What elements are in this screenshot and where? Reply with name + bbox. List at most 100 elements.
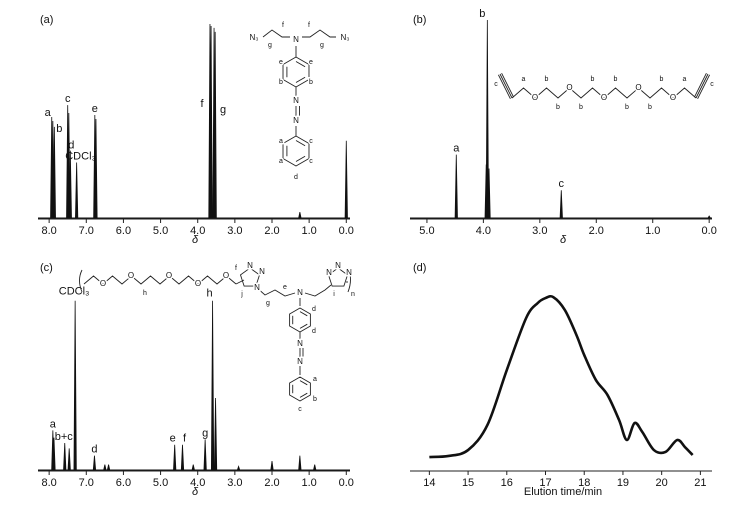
structure-label: i (333, 291, 335, 298)
peak (707, 215, 711, 219)
peak (270, 460, 274, 471)
peak (485, 19, 489, 219)
x-tick-label: 3.0 (227, 477, 242, 489)
peak (454, 154, 458, 219)
x-tick-label: 20 (656, 477, 668, 489)
x-tick-label: 7.0 (79, 225, 94, 237)
structure-label: O (566, 83, 572, 92)
gpc-trace (429, 294, 694, 459)
peak-label: f (200, 98, 204, 110)
peak-label: b (56, 123, 62, 135)
peak (559, 190, 563, 219)
peak-label: CDCl₃ (65, 150, 96, 162)
peak-label: h (207, 288, 213, 300)
peak (298, 455, 302, 471)
x-tick-label: 1.0 (301, 225, 316, 237)
peak (63, 442, 67, 471)
structure-label: b (313, 396, 317, 403)
bond (695, 73, 709, 99)
structure-label: c (494, 81, 498, 88)
bond (499, 73, 513, 99)
bond (302, 29, 336, 38)
structure-label: b (556, 104, 560, 111)
peak (313, 464, 317, 471)
structure-label: j (240, 291, 243, 298)
x-tick-label: 2.0 (264, 225, 279, 237)
structure-label: N (297, 357, 303, 366)
peak-label: g (202, 427, 208, 439)
structure-label: d (312, 328, 316, 335)
structure-label: N (346, 268, 352, 277)
x-tick-label: 19 (617, 477, 629, 489)
structure-label: b (591, 76, 595, 83)
structure-label: n (351, 291, 355, 298)
x-axis-title: δ (192, 234, 199, 246)
panel-label: (c) (40, 262, 53, 274)
peak (210, 300, 215, 471)
peak-label: a (45, 107, 52, 119)
panel-label: (a) (40, 14, 53, 26)
structure-label: N (259, 267, 265, 276)
bond (299, 311, 308, 317)
structure-label: a (279, 158, 283, 165)
x-tick-label: 3.0 (532, 225, 547, 237)
peak-label: a (50, 418, 57, 430)
peak (68, 150, 72, 219)
x-tick-label: 1.0 (645, 225, 660, 237)
structure-label: a (683, 76, 687, 83)
bond (295, 76, 306, 83)
x-tick-label: 6.0 (116, 477, 131, 489)
peak (203, 439, 207, 471)
peak (103, 464, 107, 471)
peak-label: g (220, 104, 226, 116)
peak (67, 448, 71, 471)
peak (73, 300, 77, 471)
x-tick-label: 21 (694, 477, 706, 489)
peak (236, 465, 241, 471)
peak (298, 211, 302, 219)
peak (75, 162, 79, 219)
structure-label: h (143, 290, 147, 297)
bond (501, 72, 515, 98)
x-tick-label: 8.0 (41, 225, 56, 237)
structure-label: b (625, 104, 629, 111)
structure-label: e (279, 59, 283, 66)
x-tick-label: 0.0 (339, 477, 354, 489)
x-axis-title: δ (192, 486, 199, 498)
x-tick-label: 0.0 (702, 225, 717, 237)
ring (327, 267, 349, 287)
structure-label: g (320, 42, 324, 49)
x-tick-label: 2.0 (264, 477, 279, 489)
bond (255, 286, 296, 297)
structure-label: O (195, 279, 201, 288)
x-tick-label: 5.0 (153, 225, 168, 237)
structure-label: O (166, 271, 172, 280)
structure-label: O (532, 93, 538, 102)
structure-label: c (309, 158, 313, 165)
bond (304, 284, 332, 297)
structure-label: N (297, 288, 303, 297)
structure-label: a (279, 138, 283, 145)
structure-label: N (293, 35, 299, 44)
peak (94, 118, 98, 219)
peak-label: e (92, 103, 98, 115)
structure-label: e (309, 59, 313, 66)
ring (282, 135, 310, 167)
bond (511, 87, 697, 99)
structure-label: a (522, 76, 526, 83)
structure-label: N (293, 116, 299, 125)
structure-label: O (670, 93, 676, 102)
bond (295, 140, 306, 147)
bond (299, 392, 308, 398)
structure-label: O (635, 83, 641, 92)
x-tick-label: 4.0 (190, 225, 205, 237)
peak (191, 464, 195, 471)
panel-label: (b) (413, 14, 426, 26)
peak-label: c (559, 178, 565, 190)
structure-label: c (710, 81, 714, 88)
x-tick-label: 5.0 (419, 225, 434, 237)
peak (92, 455, 97, 471)
structure-label: O (128, 271, 134, 280)
peak-label: e (170, 433, 176, 445)
